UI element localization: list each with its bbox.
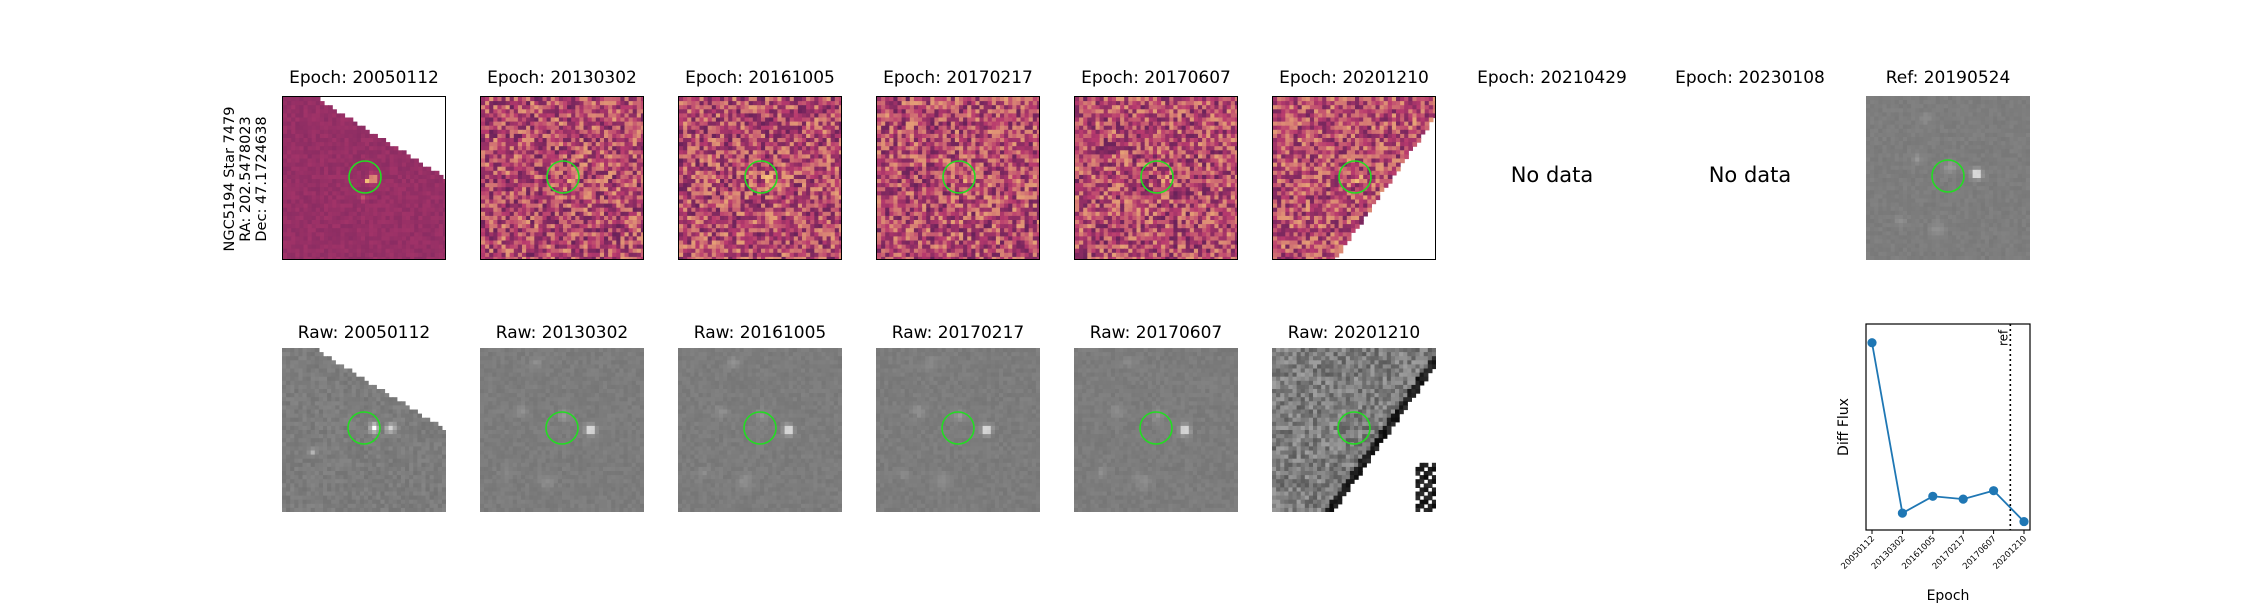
diff-panel-title: Epoch: 20130302 (462, 68, 662, 88)
data-point (1867, 338, 1876, 347)
raw-image-panel (1074, 348, 1238, 512)
light-curve-chart: ref2005011220130302201610052017021720170… (1820, 316, 2050, 606)
difference-image-panel (876, 96, 1040, 260)
star-dec: Dec: 47.1724638 (254, 104, 270, 254)
diff-panel-title: Ref: 20190524 (1848, 68, 2048, 88)
data-point (1989, 486, 1998, 495)
raw-image-panel (876, 348, 1040, 512)
x-axis-label: Epoch (1927, 588, 1970, 604)
star-info-label: NGC5194 Star 7479 RA: 202.5478023 Dec: 4… (222, 104, 242, 254)
difference-image-panel (1866, 96, 2030, 260)
y-axis-label: Diff Flux (1836, 398, 1852, 456)
raw-image-panel (678, 348, 842, 512)
raw-image-panel (1272, 348, 1436, 512)
star-name: NGC5194 Star 7479 (222, 104, 238, 254)
raw-panel-title: Raw: 20130302 (462, 323, 662, 343)
star-ra: RA: 202.5478023 (238, 104, 254, 254)
data-point (1928, 492, 1937, 501)
diff-panel-title: Epoch: 20230108 (1650, 68, 1850, 88)
diff-panel-title: Epoch: 20161005 (660, 68, 860, 88)
diff-panel-title: Epoch: 20170217 (858, 68, 1058, 88)
diff-panel-title: Epoch: 20170607 (1056, 68, 1256, 88)
no-data-label: No data (1650, 163, 1850, 187)
diff-panel-title: Epoch: 20210429 (1452, 68, 1652, 88)
plot-frame (1866, 324, 2030, 530)
raw-panel-title: Raw: 20170607 (1056, 323, 1256, 343)
raw-image-panel (282, 348, 446, 512)
raw-panel-title: Raw: 20201210 (1254, 323, 1454, 343)
difference-image-panel (480, 96, 644, 260)
data-point (1898, 509, 1907, 518)
raw-panel-title: Raw: 20170217 (858, 323, 1058, 343)
raw-panel-title: Raw: 20161005 (660, 323, 860, 343)
diff-panel-title: Epoch: 20201210 (1254, 68, 1454, 88)
difference-image-panel (282, 96, 446, 260)
series-line (1872, 343, 2024, 522)
data-point (1959, 495, 1968, 504)
difference-image-panel (1074, 96, 1238, 260)
reference-line-label: ref (1996, 329, 2010, 346)
raw-image-panel (480, 348, 644, 512)
difference-image-panel (1272, 96, 1436, 260)
diff-panel-title: Epoch: 20050112 (264, 68, 464, 88)
data-point (2019, 517, 2028, 526)
difference-image-panel (678, 96, 842, 260)
raw-panel-title: Raw: 20050112 (264, 323, 464, 343)
no-data-label: No data (1452, 163, 1652, 187)
